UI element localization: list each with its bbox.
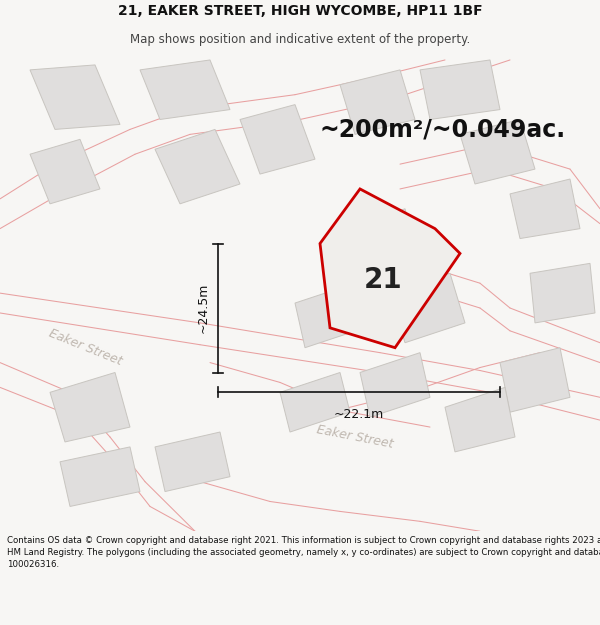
- Polygon shape: [530, 263, 595, 323]
- Text: Map shows position and indicative extent of the property.: Map shows position and indicative extent…: [130, 33, 470, 46]
- Text: Eaker Street: Eaker Street: [316, 423, 394, 451]
- Text: ~200m²/~0.049ac.: ~200m²/~0.049ac.: [320, 118, 566, 141]
- Text: 21: 21: [364, 266, 403, 294]
- Text: ~22.1m: ~22.1m: [334, 408, 384, 421]
- Polygon shape: [420, 60, 500, 119]
- Polygon shape: [360, 352, 430, 417]
- Polygon shape: [390, 273, 465, 342]
- Polygon shape: [340, 70, 415, 134]
- Polygon shape: [240, 104, 315, 174]
- Polygon shape: [155, 129, 240, 204]
- Polygon shape: [30, 139, 100, 204]
- Polygon shape: [345, 209, 420, 283]
- Text: ~24.5m: ~24.5m: [197, 283, 210, 333]
- Polygon shape: [445, 388, 515, 452]
- Polygon shape: [60, 447, 140, 506]
- Polygon shape: [280, 372, 350, 432]
- Polygon shape: [295, 283, 365, 348]
- Polygon shape: [510, 179, 580, 239]
- Polygon shape: [500, 348, 570, 413]
- Polygon shape: [50, 372, 130, 442]
- Polygon shape: [140, 60, 230, 119]
- Polygon shape: [320, 189, 460, 348]
- Polygon shape: [30, 65, 120, 129]
- Text: 21, EAKER STREET, HIGH WYCOMBE, HP11 1BF: 21, EAKER STREET, HIGH WYCOMBE, HP11 1BF: [118, 4, 482, 18]
- Polygon shape: [460, 119, 535, 184]
- Text: Contains OS data © Crown copyright and database right 2021. This information is : Contains OS data © Crown copyright and d…: [7, 536, 600, 569]
- Polygon shape: [155, 432, 230, 491]
- Text: Eaker Street: Eaker Street: [46, 327, 124, 368]
